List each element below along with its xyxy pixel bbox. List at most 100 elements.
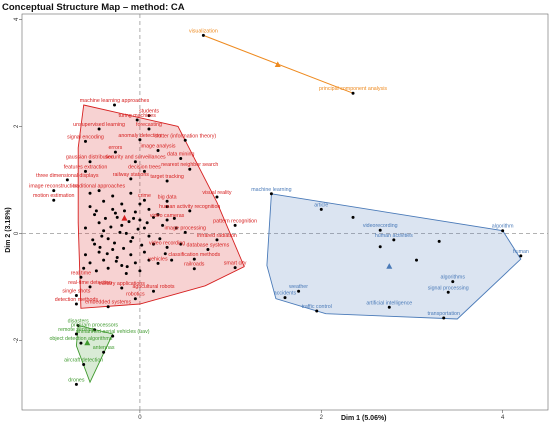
point-label: videorecording — [363, 223, 398, 229]
data-point — [102, 199, 106, 203]
point-label: detection methods — [55, 297, 99, 303]
point-label: embedded systems — [85, 300, 131, 306]
data-point — [88, 285, 92, 289]
data-point — [378, 245, 382, 249]
data-point — [165, 205, 169, 209]
point-label: security and surveillances — [105, 155, 166, 161]
point-label: accidents — [274, 291, 297, 297]
data-point — [133, 297, 137, 301]
data-point — [122, 246, 126, 250]
data-point — [446, 290, 450, 294]
data-point — [52, 189, 56, 193]
data-point — [179, 156, 183, 160]
data-point — [165, 245, 169, 249]
data-point — [125, 265, 129, 269]
point-label: real time — [71, 270, 91, 276]
point-label: traffic control — [302, 304, 332, 310]
point-label: students — [139, 109, 159, 115]
point-label: artificial intelligence — [366, 300, 412, 306]
point-label: machine learning — [251, 187, 291, 193]
data-point — [437, 239, 441, 243]
point-label: human — [513, 249, 529, 255]
data-point — [147, 258, 151, 262]
data-point — [74, 302, 78, 306]
point-label: algorithm — [492, 224, 514, 230]
data-point — [122, 209, 126, 213]
data-point — [120, 202, 124, 206]
data-point — [192, 257, 196, 261]
data-point — [351, 215, 355, 219]
y-tick-label: 4 — [14, 17, 20, 21]
data-point — [138, 269, 142, 273]
plot-frame — [21, 13, 549, 411]
data-point — [392, 238, 396, 242]
data-point — [102, 258, 106, 262]
data-point — [138, 202, 142, 206]
data-point — [93, 213, 97, 217]
data-point — [129, 191, 133, 195]
data-point — [127, 220, 131, 224]
point-label: big data — [158, 194, 177, 200]
point-label: classification methods — [168, 252, 220, 258]
data-point — [79, 275, 83, 279]
point-label: traditional approaches — [73, 184, 125, 190]
point-label: railroads — [184, 262, 205, 268]
data-point — [136, 227, 140, 231]
point-label: drones — [68, 377, 85, 383]
point-label: human activity recognition — [159, 204, 220, 210]
point-label: errors — [108, 145, 122, 151]
data-point — [129, 177, 133, 181]
data-point — [188, 209, 192, 213]
point-label: program processors — [71, 323, 118, 329]
point-label: single shots — [62, 288, 90, 294]
data-point — [93, 242, 97, 246]
point-label: agricultural robots — [132, 284, 174, 290]
data-point — [106, 266, 110, 270]
data-point — [142, 226, 146, 230]
data-point — [152, 215, 155, 219]
data-point — [415, 258, 418, 262]
point-label: database systems — [187, 242, 230, 248]
data-point — [501, 229, 505, 233]
point-label: image processing — [164, 225, 206, 231]
data-point — [79, 341, 83, 345]
data-point — [163, 252, 167, 256]
point-label: gaussian distribution — [66, 155, 114, 161]
data-point — [172, 216, 176, 220]
x-axis-title: Dim 1 (5.06%) — [341, 415, 387, 422]
data-point — [161, 223, 165, 227]
cluster-hull-2 — [266, 193, 522, 320]
point-label: motion estimation — [33, 193, 75, 199]
point-label: pattern recognition — [213, 218, 257, 224]
point-label: image analysis — [141, 143, 176, 149]
data-point — [120, 223, 124, 227]
data-point — [147, 207, 151, 211]
point-label: object detection algorithms — [49, 336, 112, 342]
data-point — [100, 234, 104, 238]
data-point — [133, 210, 137, 214]
point-label: image reconstruction — [29, 184, 78, 190]
chart-title: Conceptual Structure Map – method: CA — [2, 2, 185, 13]
point-label: weather — [289, 284, 308, 290]
point-label: smart city — [224, 261, 247, 267]
data-point — [206, 247, 210, 251]
data-point — [387, 305, 391, 309]
data-point — [152, 242, 155, 246]
point-label: machine learning approaches — [80, 98, 150, 104]
y-tick-label: -2 — [14, 337, 20, 343]
point-label: video cameras — [150, 213, 185, 219]
data-point — [102, 229, 106, 233]
data-point — [82, 266, 86, 270]
data-point — [111, 247, 115, 251]
point-label: anomaly detection — [118, 133, 161, 139]
data-point — [106, 305, 110, 309]
point-label: signal encoding — [67, 134, 104, 140]
point-label: signal processing — [428, 285, 469, 291]
data-point — [97, 221, 101, 225]
data-point — [183, 230, 187, 234]
data-point — [156, 261, 160, 265]
data-point — [115, 215, 119, 219]
cluster-centroid-4 — [274, 61, 281, 68]
data-point — [297, 289, 301, 293]
